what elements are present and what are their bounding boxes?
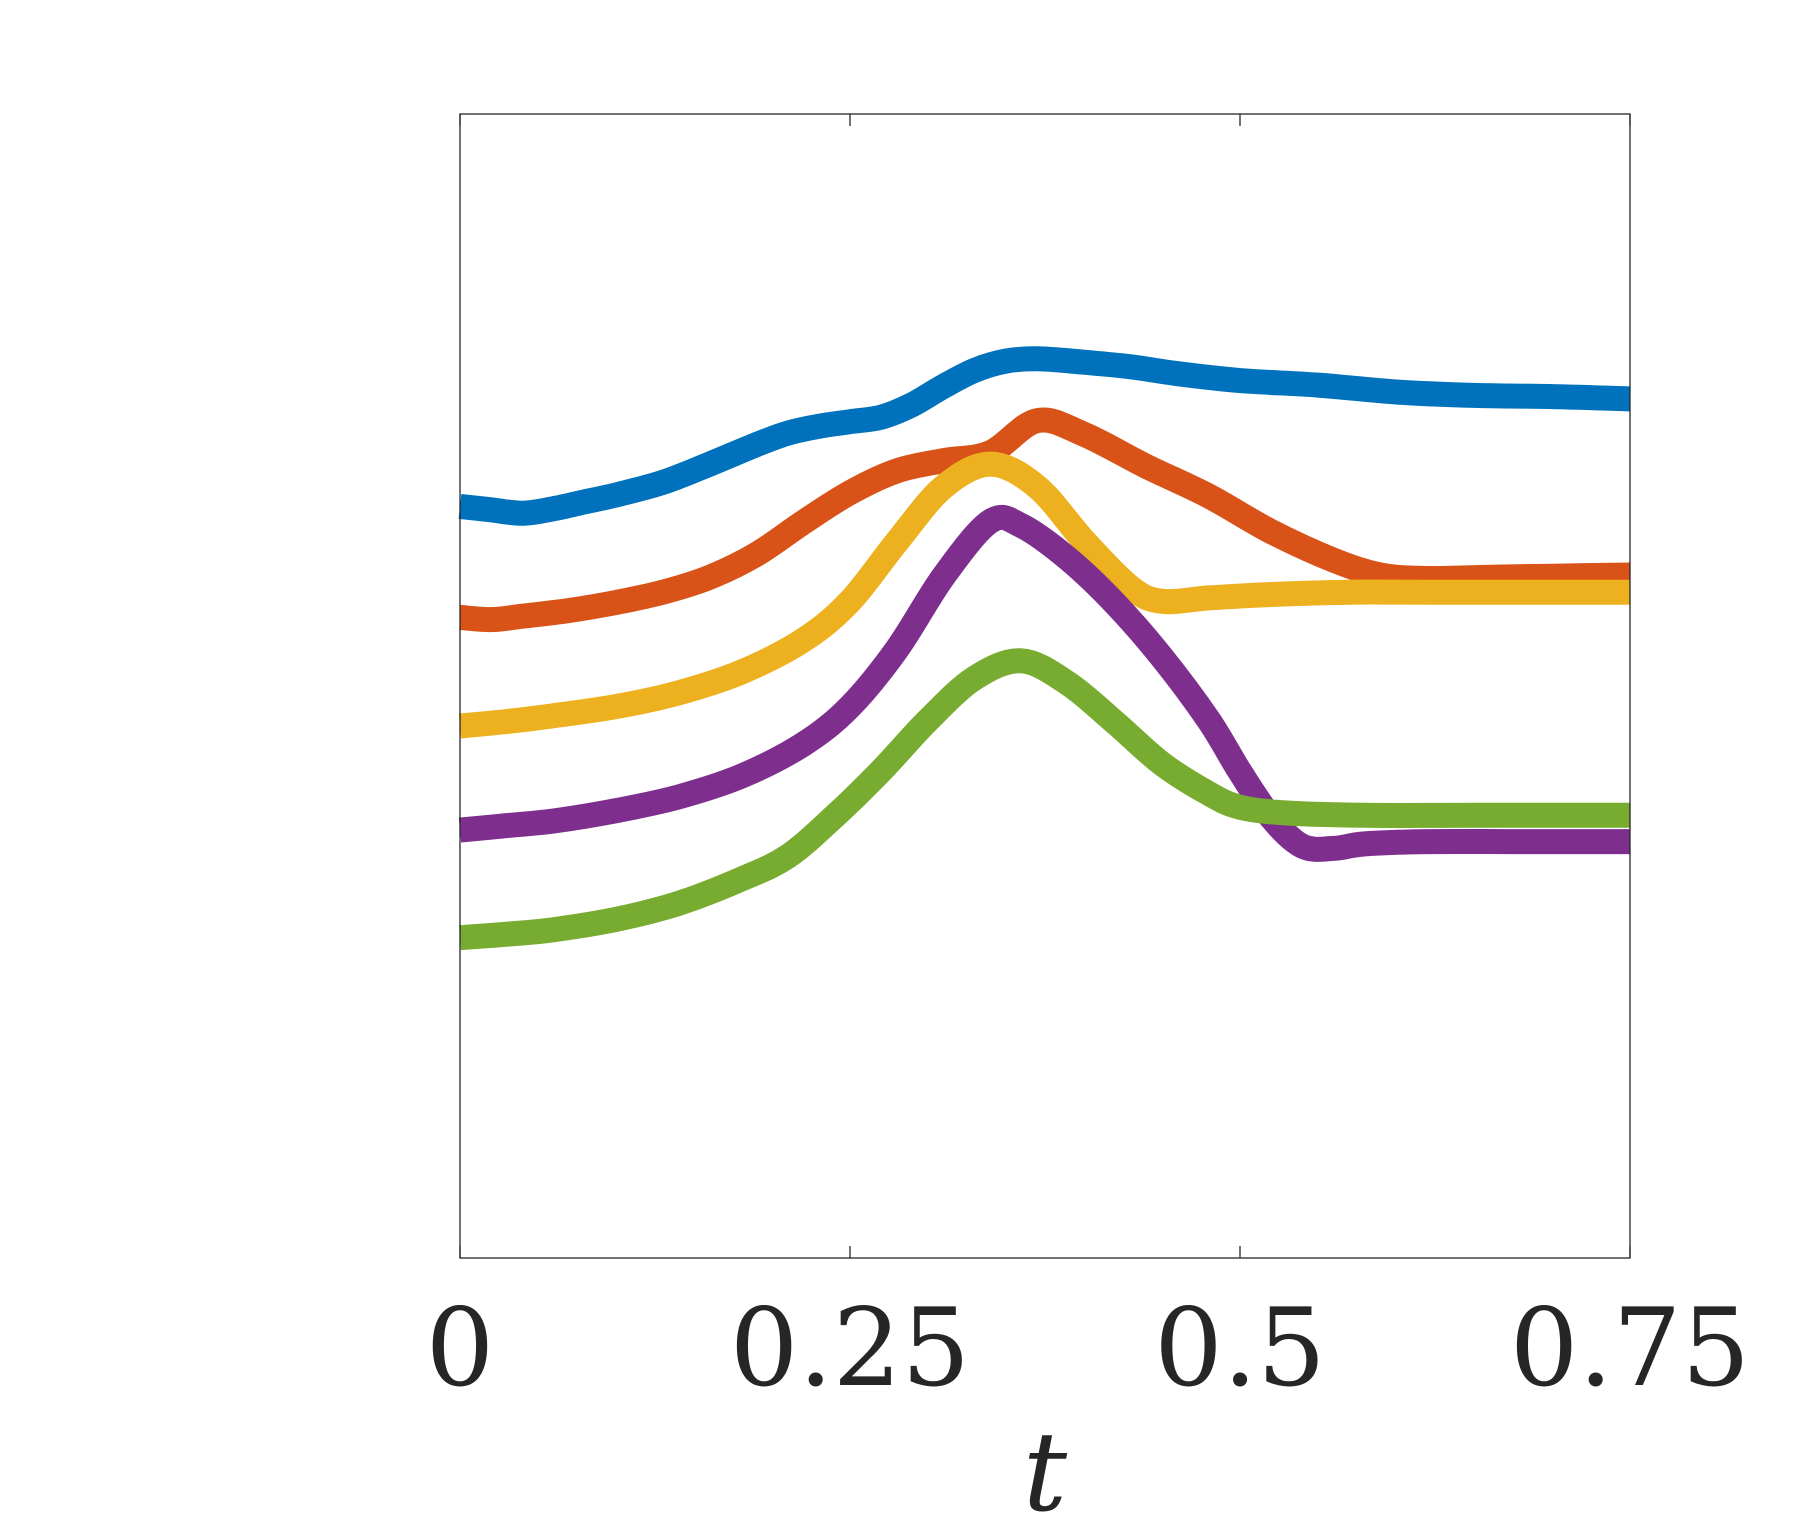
series-line-4 [458,504,1630,862]
x-tick-labels: 0 0.25 0.5 0.75 [426,1286,1751,1411]
x-tick-label: 0.5 [1154,1286,1326,1411]
series-line-1 [458,346,1631,526]
x-tick-label: 0 [426,1286,495,1411]
x-axis-label: t [1023,1408,1068,1520]
x-tick-label: 0.75 [1510,1286,1750,1411]
x-tick-label: 0.25 [730,1286,970,1411]
series-line-5 [459,648,1630,951]
series-layer [458,346,1631,951]
series-line-3 [458,451,1630,739]
plot-area-frame [459,113,1631,1259]
x-ticks [459,114,1631,1258]
